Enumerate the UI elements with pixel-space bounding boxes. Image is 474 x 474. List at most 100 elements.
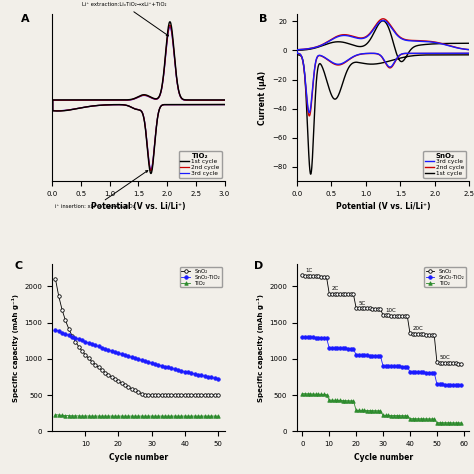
2nd cycle bbox=[380, 16, 386, 22]
2nd cycle bbox=[405, 51, 410, 56]
SnO₂-TiO₂ bbox=[146, 359, 151, 365]
2nd cycle bbox=[359, 35, 365, 41]
3rd cycle bbox=[380, 18, 386, 23]
3rd cycle bbox=[222, 98, 228, 103]
Text: i⁺ insertion: xLi⁺+TiO₂→LiₓTiO₂: i⁺ insertion: xLi⁺+TiO₂→LiₓTiO₂ bbox=[55, 171, 148, 209]
1st cycle bbox=[148, 171, 154, 176]
SnO₂-TiO₂ bbox=[182, 369, 188, 374]
TiO₂ bbox=[142, 413, 148, 419]
3rd cycle bbox=[466, 50, 472, 56]
Line: 1st cycle: 1st cycle bbox=[297, 21, 469, 174]
SnO₂ bbox=[165, 392, 171, 398]
1st cycle bbox=[82, 104, 88, 110]
SnO₂-TiO₂ bbox=[63, 331, 68, 337]
2nd cycle bbox=[445, 42, 450, 48]
Line: 1st cycle: 1st cycle bbox=[53, 22, 225, 173]
Line: TiO₂: TiO₂ bbox=[301, 392, 463, 425]
2nd cycle bbox=[222, 97, 228, 103]
SnO₂-TiO₂ bbox=[79, 337, 85, 343]
SnO₂-TiO₂ bbox=[159, 363, 164, 369]
SnO₂ bbox=[205, 392, 211, 398]
1st cycle bbox=[222, 97, 228, 103]
TiO₂ bbox=[212, 413, 218, 419]
SnO₂ bbox=[300, 273, 305, 278]
1st cycle bbox=[460, 52, 465, 58]
Line: SnO₂-TiO₂: SnO₂-TiO₂ bbox=[54, 328, 219, 381]
X-axis label: Cycle number: Cycle number bbox=[109, 453, 168, 462]
3rd cycle bbox=[222, 102, 228, 108]
SnO₂-TiO₂ bbox=[351, 346, 356, 352]
TiO₂ bbox=[86, 413, 91, 419]
SnO₂ bbox=[189, 392, 194, 398]
TiO₂ bbox=[185, 413, 191, 419]
2nd cycle bbox=[167, 22, 173, 28]
SnO₂ bbox=[79, 348, 85, 354]
TiO₂ bbox=[139, 413, 145, 419]
SnO₂-TiO₂ bbox=[205, 374, 211, 380]
SnO₂ bbox=[89, 359, 95, 365]
SnO₂-TiO₂ bbox=[202, 373, 208, 379]
Line: SnO₂: SnO₂ bbox=[54, 277, 219, 397]
SnO₂ bbox=[116, 379, 121, 384]
2nd cycle bbox=[148, 168, 154, 173]
SnO₂-TiO₂ bbox=[66, 332, 72, 338]
SnO₂-TiO₂ bbox=[458, 383, 464, 388]
SnO₂-TiO₂ bbox=[327, 345, 332, 351]
SnO₂ bbox=[126, 384, 131, 390]
SnO₂-TiO₂ bbox=[109, 348, 115, 354]
SnO₂ bbox=[92, 362, 98, 367]
SnO₂-TiO₂ bbox=[129, 355, 135, 360]
1st cycle bbox=[308, 171, 313, 177]
SnO₂ bbox=[159, 392, 164, 398]
TiO₂ bbox=[53, 412, 58, 418]
SnO₂-TiO₂ bbox=[99, 345, 105, 350]
TiO₂ bbox=[162, 413, 168, 419]
SnO₂-TiO₂ bbox=[399, 364, 405, 369]
TiO₂ bbox=[175, 413, 181, 419]
TiO₂ bbox=[63, 413, 68, 419]
SnO₂-TiO₂ bbox=[185, 370, 191, 375]
TiO₂ bbox=[192, 413, 198, 419]
1st cycle bbox=[310, 138, 316, 144]
SnO₂-TiO₂ bbox=[175, 367, 181, 373]
Line: 2nd cycle: 2nd cycle bbox=[53, 25, 225, 171]
1st cycle bbox=[187, 101, 192, 107]
SnO₂ bbox=[155, 392, 161, 398]
Line: 3rd cycle: 3rd cycle bbox=[297, 20, 469, 113]
SnO₂ bbox=[109, 374, 115, 380]
Line: SnO₂-TiO₂: SnO₂-TiO₂ bbox=[301, 335, 463, 387]
SnO₂-TiO₂ bbox=[69, 334, 75, 339]
SnO₂-TiO₂ bbox=[106, 347, 111, 353]
SnO₂ bbox=[192, 392, 198, 398]
SnO₂ bbox=[340, 291, 346, 297]
SnO₂-TiO₂ bbox=[76, 337, 82, 342]
1st cycle bbox=[114, 97, 120, 103]
TiO₂ bbox=[169, 413, 174, 419]
SnO₂ bbox=[175, 392, 181, 398]
TiO₂ bbox=[458, 420, 464, 426]
3rd cycle bbox=[466, 47, 472, 53]
SnO₂-TiO₂ bbox=[86, 340, 91, 346]
TiO₂ bbox=[66, 413, 72, 419]
TiO₂ bbox=[300, 391, 305, 396]
SnO₂-TiO₂ bbox=[136, 356, 141, 362]
2nd cycle bbox=[146, 94, 152, 100]
SnO₂ bbox=[202, 392, 208, 398]
SnO₂ bbox=[152, 392, 158, 398]
SnO₂ bbox=[66, 326, 72, 332]
SnO₂ bbox=[86, 356, 91, 361]
TiO₂ bbox=[69, 413, 75, 419]
TiO₂ bbox=[209, 413, 214, 419]
SnO₂ bbox=[139, 391, 145, 396]
TiO₂ bbox=[129, 413, 135, 419]
3rd cycle bbox=[298, 46, 304, 52]
2nd cycle bbox=[70, 107, 75, 112]
Legend: 3rd cycle, 2nd cycle, 1st cycle: 3rd cycle, 2nd cycle, 1st cycle bbox=[423, 151, 466, 178]
SnO₂-TiO₂ bbox=[96, 344, 101, 349]
SnO₂ bbox=[212, 392, 218, 398]
SnO₂ bbox=[199, 392, 204, 398]
TiO₂ bbox=[149, 413, 155, 419]
SnO₂-TiO₂ bbox=[102, 346, 108, 352]
TiO₂ bbox=[116, 413, 121, 419]
SnO₂-TiO₂ bbox=[82, 339, 88, 345]
